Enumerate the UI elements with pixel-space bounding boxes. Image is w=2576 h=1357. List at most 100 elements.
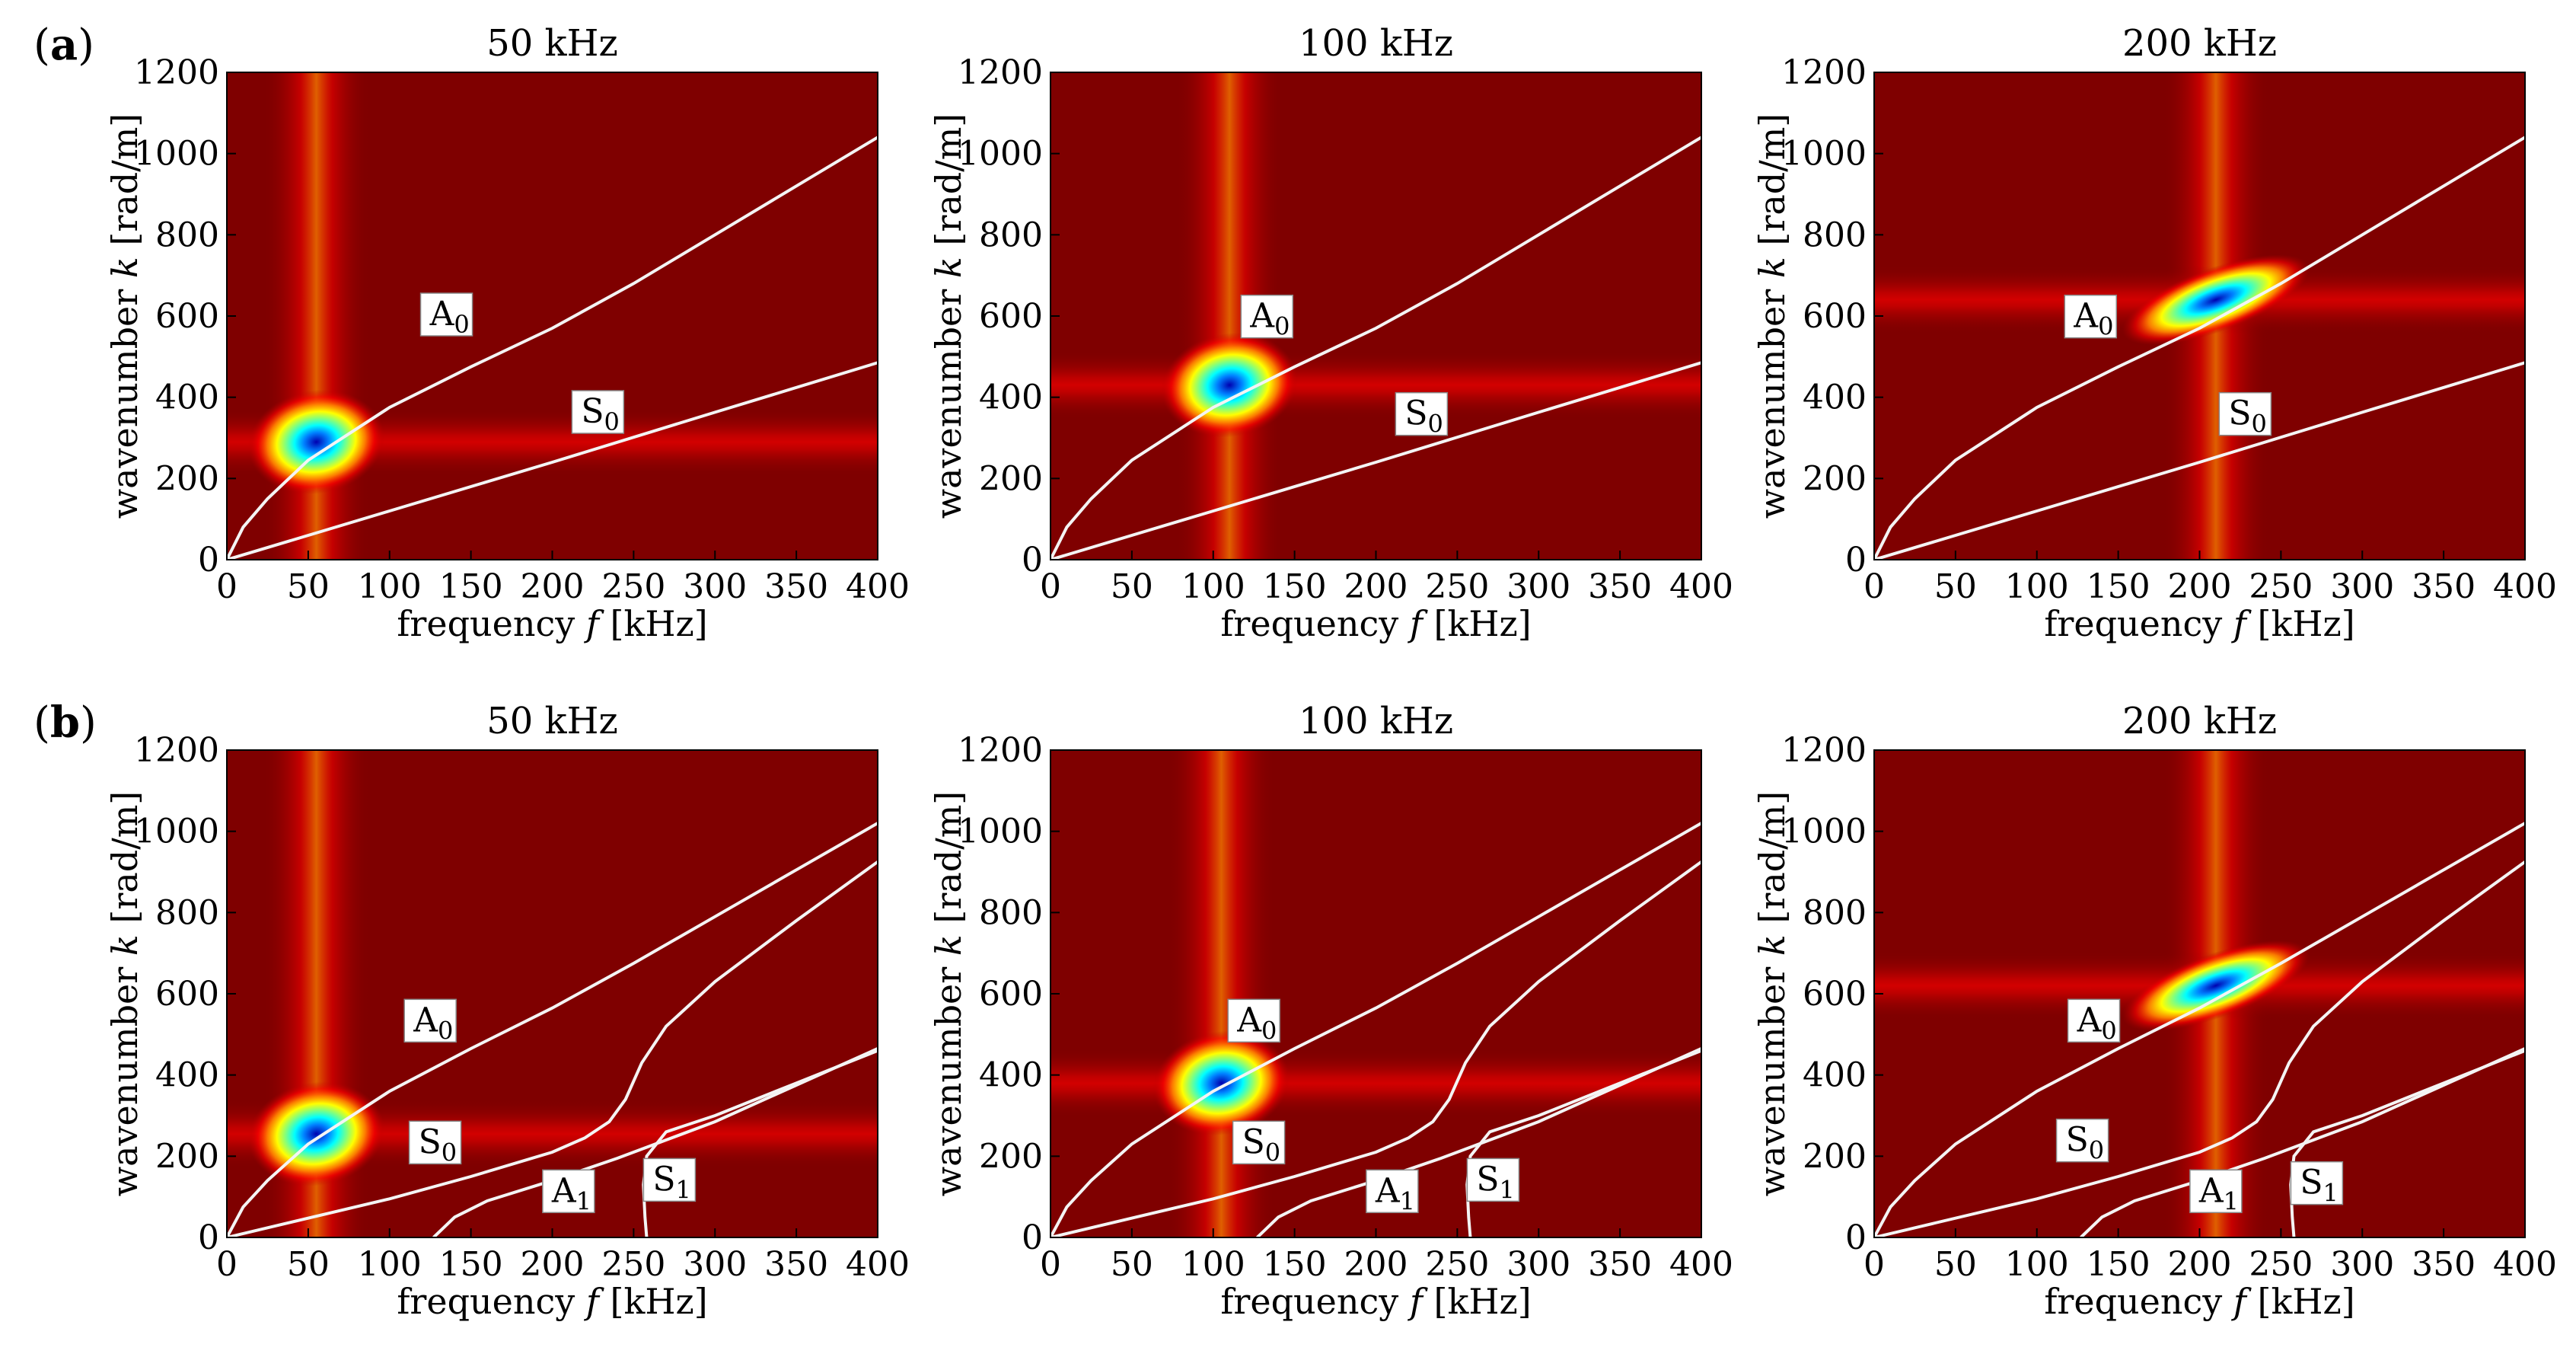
x-tick-label: 400	[846, 567, 910, 606]
y-tick-label: 1200	[134, 731, 219, 770]
y-tick-label: 800	[1803, 893, 1867, 932]
y-axis-label-italic: k	[928, 934, 969, 956]
heatmap-background	[1050, 72, 1701, 560]
curve-s0	[227, 361, 878, 560]
x-tick-label: 150	[439, 567, 503, 606]
mode-label-box	[2064, 294, 2118, 339]
x-tick-label: 250	[601, 567, 665, 606]
mode-label-text: A0	[2077, 1001, 2117, 1045]
mode-label-base: A	[1249, 297, 1275, 336]
mode-label-base: S	[1476, 1160, 1499, 1199]
x-tick-label: 200	[1344, 567, 1408, 606]
x-axis-label-post: [kHz]	[2246, 1281, 2355, 1322]
mode-label-base: A	[413, 1001, 438, 1039]
x-axis-label-post: [kHz]	[1423, 1281, 1532, 1322]
curve-a1	[1256, 1047, 1701, 1237]
mode-label-text: A1	[551, 1171, 591, 1215]
x-tick-label: 400	[1669, 567, 1733, 606]
x-axis-label: frequency f [kHz]	[2044, 1281, 2354, 1322]
x-axis-label-post: [kHz]	[599, 1281, 708, 1322]
mode-label-subscript: 1	[1400, 1186, 1415, 1215]
mode-label-base: A	[1375, 1171, 1401, 1210]
y-tick-label: 600	[155, 975, 219, 1014]
mode-label-s0: S0	[1395, 391, 1449, 439]
x-tick-label: 200	[1344, 1245, 1408, 1284]
x-tick-label: 200	[521, 567, 585, 606]
mode-label-text: S0	[581, 392, 620, 436]
mode-label-base: S	[2066, 1121, 2089, 1160]
y-axis-label: wavenumber k [rad/m]	[104, 791, 145, 1197]
mode-label-box	[419, 292, 473, 337]
y-tick-label: 400	[1803, 1056, 1867, 1095]
x-tick-label: 50	[287, 567, 330, 606]
x-tick-label: 250	[1425, 567, 1489, 606]
mode-label-a0: A0	[1240, 294, 1294, 341]
mode-label-s0: S0	[408, 1120, 462, 1167]
x-axis-label-pre: frequency	[1220, 1281, 1410, 1322]
mode-label-a0: A0	[419, 292, 473, 339]
panel-b-2: 0 50 100 150 200 250 300 350 4000200400600800100…	[928, 700, 1733, 1322]
mode-label-subscript: 0	[2098, 312, 2113, 341]
x-axis-label-pre: frequency	[397, 1281, 586, 1322]
y-tick-label: 1200	[1781, 53, 1867, 92]
mode-label-s1: S1	[642, 1157, 697, 1204]
x-axis-label-pre: frequency	[2044, 603, 2233, 644]
curve-s0	[1874, 860, 2525, 1237]
x-tick-label: 400	[1669, 1245, 1733, 1284]
mode-label-box	[1395, 391, 1449, 436]
mode-label-a0: A0	[2064, 294, 2118, 341]
y-tick-label: 800	[1803, 216, 1867, 254]
x-tick-label: 300	[683, 567, 747, 606]
curve-a0	[1050, 822, 1701, 1237]
y-axis-label-post: [rad/m]	[1752, 791, 1793, 935]
curve-a1	[432, 1047, 878, 1237]
mode-label-text: A1	[2198, 1171, 2239, 1215]
x-tick-label: 300	[2330, 567, 2394, 606]
x-tick-label: 250	[601, 1245, 665, 1284]
y-tick-label: 400	[155, 1056, 219, 1095]
y-tick-label: 1000	[134, 135, 219, 174]
y-axis-label-italic: k	[928, 257, 969, 278]
y-tick-label: 600	[155, 297, 219, 336]
y-tick-label: 1200	[958, 731, 1043, 770]
mode-label-subscript: 0	[2101, 1016, 2116, 1045]
panel-title: 100 kHz	[1299, 700, 1453, 742]
x-tick-label: 350	[1588, 567, 1652, 606]
y-tick-label: 1000	[1781, 813, 1867, 851]
mode-label-base: A	[2198, 1171, 2224, 1210]
y-tick-label: 1200	[134, 53, 219, 92]
heatmap-field	[1874, 750, 2525, 1237]
mode-label-box	[408, 1120, 462, 1165]
mode-label-box	[2189, 1169, 2243, 1214]
y-tick-label: 600	[1803, 297, 1867, 336]
y-tick-label: 200	[979, 1137, 1043, 1176]
y-axis-label-post: [rad/m]	[928, 113, 969, 257]
heatmap-background	[1050, 750, 1701, 1237]
x-tick-label: 200	[2168, 1245, 2232, 1284]
mode-label-subscript: 0	[454, 310, 469, 339]
curve-a0	[1874, 822, 2525, 1237]
x-tick-label: 300	[2330, 1245, 2394, 1284]
x-tick-label: 50	[287, 1245, 330, 1284]
y-tick-label: 0	[1845, 541, 1867, 580]
mode-label-a1: A1	[542, 1169, 595, 1215]
curve-a0	[1874, 136, 2525, 560]
mode-label-box	[542, 1169, 595, 1214]
mode-label-subscript: 1	[1500, 1175, 1515, 1204]
x-axis-label-post: [kHz]	[599, 603, 708, 644]
panel-b-3: 0 50 100 150 200 250 300 350 4000200400600800100…	[1752, 700, 2557, 1322]
mode-label-box	[2218, 391, 2272, 436]
panel-title: 100 kHz	[1299, 22, 1453, 65]
row-label-b-close: )	[80, 698, 97, 748]
mode-label-subscript: 0	[604, 407, 620, 436]
panels: 0 50 100 150 200 250 300 350 4000200400600800100…	[104, 22, 2557, 1322]
x-tick-label: 200	[2168, 567, 2232, 606]
mode-label-base: A	[551, 1171, 577, 1210]
x-tick-label: 350	[2412, 1245, 2476, 1284]
x-tick-label: 150	[2087, 567, 2150, 606]
x-tick-label: 100	[1181, 567, 1245, 606]
mode-label-subscript: 1	[2323, 1179, 2338, 1208]
mode-label-box	[403, 998, 457, 1043]
y-tick-label: 400	[979, 378, 1043, 417]
